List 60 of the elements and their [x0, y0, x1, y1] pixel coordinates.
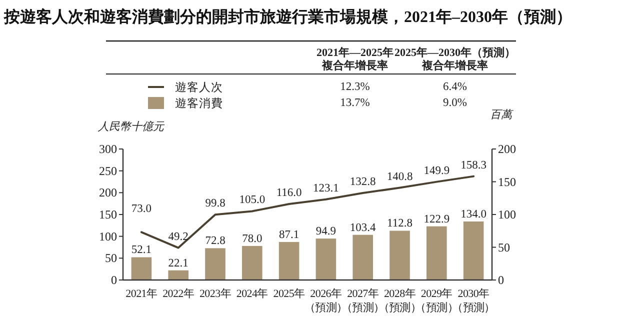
y-tick-label: 300	[99, 142, 117, 156]
data-label: 149.9	[424, 164, 450, 177]
y-tick-label: 150	[99, 208, 117, 222]
x-tick-label: 2022年	[162, 288, 194, 300]
y2-tick-label: 200	[498, 142, 516, 156]
data-label: 72.8	[205, 235, 226, 248]
y-tick-label: 200	[99, 186, 117, 200]
x-tick-label: 2024年	[236, 288, 268, 300]
bar	[352, 234, 373, 280]
y2-axis-title: 百萬	[490, 108, 514, 121]
legend-label: 遊客消費	[175, 96, 223, 110]
chart-title: 按遊客人次和遊客消費劃分的開封市旅遊行業市場規模，2021年–2030年（預測）	[3, 7, 572, 26]
y-tick-label: 100	[99, 229, 117, 244]
text: 2025年—2030年（預測）	[394, 46, 516, 59]
text: 複合年增長率	[421, 59, 488, 72]
y-tick-label: 50	[105, 251, 117, 266]
data-label: 103.4	[350, 222, 376, 234]
bar	[278, 242, 300, 280]
text: 13.7%	[340, 97, 370, 109]
bar	[205, 248, 226, 280]
x-tick-label: 2023年	[199, 288, 231, 300]
data-label: 112.8	[387, 218, 413, 230]
data-label: 52.1	[131, 244, 152, 256]
text: 6.4%	[443, 81, 468, 93]
text: 12.3%	[340, 81, 370, 93]
data-label: 122.9	[424, 213, 450, 226]
bar	[426, 226, 447, 280]
y-axis-title: 人民幣十億元	[97, 120, 165, 133]
bar	[168, 270, 188, 280]
bar	[316, 238, 336, 280]
bar	[463, 221, 484, 280]
data-label: 132.8	[350, 176, 376, 188]
data-label: 116.0	[276, 187, 302, 200]
y-tick-label: 250	[99, 164, 117, 178]
data-label: 49.2	[168, 230, 189, 243]
text: 9.0%	[443, 97, 468, 109]
bar	[131, 257, 152, 280]
y2-tick-label: 0	[498, 273, 504, 287]
data-label: 99.8	[205, 198, 226, 210]
data-label: 140.8	[386, 170, 413, 183]
data-label: 123.1	[313, 182, 340, 194]
data-label: 22.1	[168, 257, 189, 270]
text: 複合年增長率	[321, 59, 388, 72]
x-tick-label: 2021年	[126, 288, 158, 300]
data-label: 73.0	[131, 203, 152, 216]
y2-tick-label: 150	[498, 174, 516, 189]
data-label: 87.1	[278, 228, 300, 241]
data-label: 134.0	[460, 208, 487, 220]
y2-tick-label: 50	[498, 240, 510, 254]
x-tick-label: 2025年	[273, 288, 305, 300]
y2-tick-label: 100	[498, 208, 516, 222]
legend-label: 遊客人次	[175, 80, 223, 94]
data-label: 94.9	[316, 226, 336, 238]
data-label: 105.0	[239, 194, 266, 206]
data-label: 158.3	[460, 159, 487, 172]
data-label: 78.0	[242, 232, 262, 245]
y-tick-label: 0	[111, 273, 117, 287]
text: 2021年—2025年	[316, 46, 394, 59]
bar	[242, 246, 262, 280]
bar	[390, 230, 410, 280]
